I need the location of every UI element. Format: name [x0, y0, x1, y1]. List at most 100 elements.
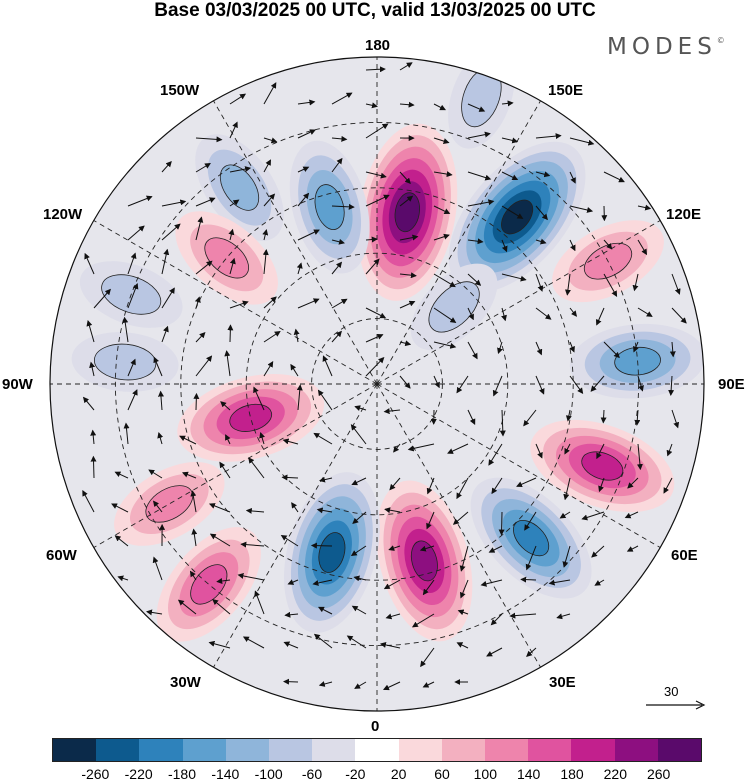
- wind-arrow: [509, 612, 537, 619]
- colorbar-tick-label: -260: [81, 766, 110, 782]
- wind-arrow: [419, 545, 435, 552]
- wind-arrow: [229, 257, 236, 275]
- wind-arrow: [189, 570, 197, 581]
- wind-arrow: [399, 375, 411, 389]
- wind-arrow: [216, 578, 231, 584]
- wind-arrow: [535, 133, 562, 140]
- wind-arrow: [297, 129, 316, 139]
- wind-arrow: [535, 307, 552, 320]
- colorbar-swatch: [355, 739, 399, 761]
- wind-arrow: [312, 579, 333, 586]
- wind-arrow: [157, 390, 164, 411]
- wind-arrow: [293, 328, 300, 343]
- colorbar-tick-label: 20: [390, 766, 407, 782]
- wind-arrow: [283, 641, 299, 649]
- wind-arrow: [516, 477, 537, 488]
- reference-vector-arrow: [646, 700, 706, 710]
- wind-arrow: [457, 609, 469, 616]
- wind-arrow: [224, 350, 231, 377]
- meridian-line: [376, 383, 661, 548]
- wind-arrow: [627, 477, 639, 489]
- anomaly-contour: [219, 164, 260, 211]
- wind-arrow: [228, 228, 235, 241]
- wind-arrow: [433, 137, 450, 144]
- wind-arrow: [297, 229, 320, 241]
- colorbar-swatch: [528, 739, 572, 761]
- wind-arrow: [501, 307, 507, 322]
- lon-label-60w: 60W: [46, 547, 77, 564]
- wind-arrow: [671, 273, 681, 295]
- wind-arrow: [556, 613, 571, 620]
- lon-label-120w: 120W: [43, 206, 83, 223]
- wind-arrow: [331, 135, 348, 142]
- wind-arrow: [248, 457, 265, 479]
- wind-arrow: [603, 341, 620, 359]
- wind-arrow: [219, 461, 231, 479]
- wind-arrow: [179, 435, 197, 445]
- wind-arrow: [399, 234, 419, 241]
- wind-arrow: [297, 99, 316, 106]
- wind-arrow: [127, 225, 145, 241]
- wind-arrow: [331, 298, 348, 309]
- colorbar-tick-label: 220: [603, 766, 628, 782]
- lon-label-30e: 30E: [549, 674, 576, 691]
- map-title: Base 03/03/2025 00 UTC, valid 13/03/2025…: [154, 0, 596, 21]
- wind-arrow: [297, 298, 320, 309]
- wind-arrow: [637, 307, 653, 317]
- wind-arrow: [596, 443, 605, 460]
- wind-arrow: [291, 502, 299, 513]
- wind-arrow: [351, 477, 367, 486]
- lon-label-90e: 90E: [718, 376, 745, 393]
- wind-arrow: [365, 307, 387, 319]
- wind-vectors: [82, 62, 687, 691]
- wind-arrow: [569, 341, 575, 353]
- meridian-line: [93, 383, 378, 548]
- wind-arrow: [384, 507, 401, 514]
- wind-arrow: [346, 635, 367, 649]
- wind-arrow: [190, 490, 197, 513]
- wind-arrow: [524, 511, 537, 531]
- wind-arrow: [535, 171, 551, 178]
- wind-arrow: [242, 636, 265, 649]
- wind-arrow: [263, 193, 276, 207]
- wind-arrow: [227, 324, 234, 343]
- meridian-line: [376, 383, 541, 668]
- wind-arrow: [282, 438, 299, 445]
- wind-arrow: [668, 375, 675, 396]
- wind-arrow: [263, 296, 277, 309]
- wind-arrow: [467, 171, 492, 181]
- wind-arrow: [229, 300, 249, 309]
- wind-arrow: [501, 273, 527, 282]
- wind-arrow: [525, 545, 537, 571]
- wind-arrow: [595, 307, 605, 326]
- wind-arrow: [490, 613, 503, 626]
- lon-label-180: 180: [365, 37, 391, 54]
- meridian-line: [213, 100, 378, 385]
- wind-arrow: [501, 239, 508, 253]
- wind-arrow: [331, 203, 355, 210]
- wind-arrow: [637, 204, 652, 211]
- wind-arrow: [365, 356, 385, 377]
- anomaly-contour: [229, 403, 273, 432]
- anomaly-contour: [318, 532, 346, 573]
- colorbar-tick-label: -220: [124, 766, 153, 782]
- wind-arrow: [535, 341, 543, 356]
- wind-arrow: [488, 443, 503, 466]
- wind-arrow: [535, 375, 545, 395]
- wind-arrow: [208, 503, 231, 513]
- anomaly-contour: [394, 192, 421, 233]
- wind-arrow: [433, 205, 451, 214]
- modes-logo: MODES©: [607, 34, 725, 60]
- wind-arrow: [666, 443, 673, 457]
- wind-arrow: [263, 159, 271, 173]
- wind-arrow: [501, 205, 524, 219]
- wind-arrow: [181, 471, 197, 479]
- wind-arrow: [456, 642, 469, 649]
- wind-arrow: [636, 443, 643, 471]
- wind-arrow: [581, 511, 605, 521]
- wind-arrow: [501, 137, 519, 144]
- wind-arrow: [365, 102, 378, 109]
- wind-arrow: [117, 575, 129, 582]
- wind-arrow: [318, 606, 333, 615]
- wind-arrow: [152, 556, 163, 581]
